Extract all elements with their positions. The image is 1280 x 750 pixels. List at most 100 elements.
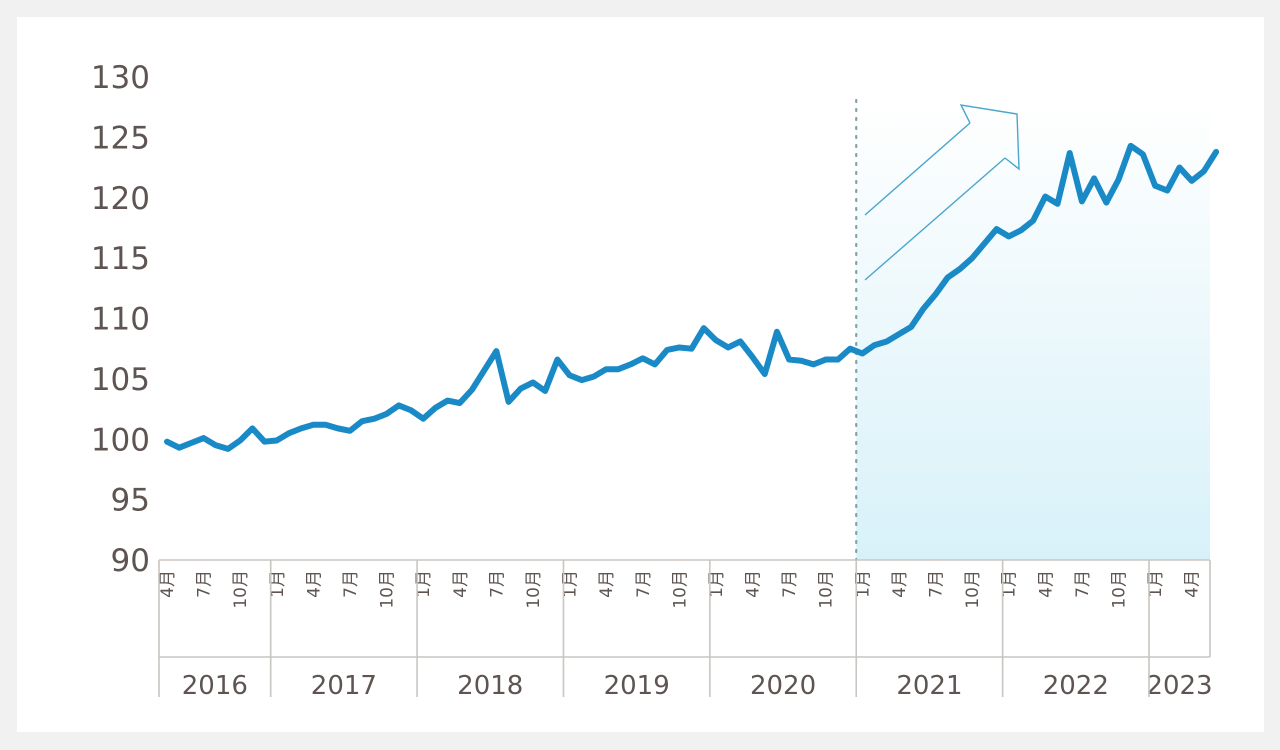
data-point bbox=[861, 353, 863, 355]
data-point bbox=[373, 418, 375, 420]
data-point bbox=[1166, 190, 1168, 192]
data-point bbox=[605, 368, 607, 370]
trend-arrow-stroke bbox=[864, 122, 971, 216]
data-point bbox=[264, 441, 266, 443]
data-point bbox=[800, 360, 802, 362]
data-point bbox=[630, 363, 632, 365]
data-point bbox=[203, 437, 205, 439]
data-point bbox=[752, 356, 754, 358]
data-point bbox=[1044, 196, 1046, 198]
data-point bbox=[386, 413, 388, 415]
x-year-label: 2017 bbox=[311, 671, 377, 701]
data-point bbox=[935, 293, 937, 295]
data-point bbox=[1020, 229, 1022, 231]
x-month-label: 4月 bbox=[1036, 570, 1056, 598]
y-tick-label: 125 bbox=[91, 120, 150, 156]
x-month-label: 1月 bbox=[561, 570, 581, 598]
x-month-label: 4月 bbox=[451, 570, 471, 598]
data-point bbox=[922, 308, 924, 310]
data-point bbox=[581, 379, 583, 381]
data-point bbox=[288, 432, 290, 434]
data-point bbox=[520, 388, 522, 390]
data-point bbox=[703, 327, 705, 329]
data-point bbox=[727, 346, 729, 348]
data-point bbox=[276, 439, 278, 441]
x-month-label: 10月 bbox=[378, 570, 398, 609]
data-point bbox=[556, 359, 558, 361]
x-month-label: 10月 bbox=[524, 570, 544, 609]
x-month-label: 10月 bbox=[963, 570, 983, 609]
data-point bbox=[825, 359, 827, 361]
data-point bbox=[947, 276, 949, 278]
data-point bbox=[1105, 202, 1107, 204]
x-month-label: 1月 bbox=[707, 570, 727, 598]
data-point bbox=[495, 350, 497, 352]
data-point bbox=[1032, 220, 1034, 222]
data-point bbox=[349, 430, 351, 432]
x-month-label: 10月 bbox=[670, 570, 690, 609]
x-month-label: 10月 bbox=[817, 570, 837, 609]
data-point bbox=[971, 257, 973, 259]
y-tick-label: 120 bbox=[91, 181, 150, 217]
y-tick-label: 95 bbox=[111, 483, 150, 519]
x-year-label: 2020 bbox=[750, 671, 816, 701]
x-month-label: 4月 bbox=[597, 570, 617, 598]
x-month-label: 4月 bbox=[158, 570, 178, 598]
data-point bbox=[178, 447, 180, 449]
data-point bbox=[849, 348, 851, 350]
x-month-label: 4月 bbox=[304, 570, 324, 598]
data-point bbox=[532, 382, 534, 383]
data-point bbox=[1008, 235, 1010, 237]
trend-arrow-icon bbox=[959, 104, 1020, 171]
data-point bbox=[410, 409, 412, 411]
data-point bbox=[898, 333, 900, 335]
x-month-label: 10月 bbox=[231, 570, 251, 609]
x-month-label: 4月 bbox=[744, 570, 764, 598]
data-point bbox=[251, 427, 253, 429]
data-point bbox=[166, 441, 168, 443]
data-point bbox=[1203, 170, 1205, 172]
data-point bbox=[886, 340, 888, 342]
x-month-label: 1月 bbox=[1000, 570, 1020, 598]
data-point bbox=[1215, 151, 1217, 153]
data-point bbox=[447, 400, 449, 402]
data-point bbox=[215, 444, 217, 446]
x-year-label: 2022 bbox=[1043, 671, 1109, 701]
data-point bbox=[1130, 145, 1132, 147]
x-year-label: 2023 bbox=[1146, 671, 1212, 701]
data-point bbox=[1118, 179, 1120, 181]
x-month-label: 1月 bbox=[414, 570, 434, 598]
data-point bbox=[678, 346, 680, 348]
y-tick-label: 105 bbox=[91, 362, 150, 398]
data-point bbox=[569, 374, 571, 376]
data-point bbox=[593, 375, 595, 377]
x-month-label: 1月 bbox=[268, 570, 288, 598]
x-month-label: 10月 bbox=[1110, 570, 1130, 609]
data-point bbox=[1191, 180, 1193, 182]
trend-arrow-stroke bbox=[864, 157, 1006, 281]
x-year-label: 2021 bbox=[896, 671, 962, 701]
x-month-label: 1月 bbox=[1146, 570, 1166, 598]
data-point bbox=[312, 424, 314, 426]
data-point bbox=[874, 344, 876, 346]
line-chart: 130 125 120 115 110 105 100 95 90 4月 7月 10月 2016 1月 4月… bbox=[91, 60, 1220, 701]
data-point bbox=[337, 427, 339, 429]
data-point bbox=[1057, 203, 1059, 205]
data-point bbox=[764, 373, 766, 375]
x-month-label: 4月 bbox=[890, 570, 910, 598]
x-month-label: 7月 bbox=[487, 570, 507, 598]
y-tick-label: 110 bbox=[91, 302, 150, 338]
data-point bbox=[300, 427, 302, 429]
data-point bbox=[1069, 152, 1071, 154]
data-point bbox=[983, 243, 985, 245]
data-point bbox=[1179, 167, 1180, 169]
x-month-label: 7月 bbox=[1073, 570, 1093, 598]
x-month-label: 7月 bbox=[341, 570, 361, 598]
data-point bbox=[239, 439, 241, 441]
data-point bbox=[959, 268, 961, 270]
data-point bbox=[691, 348, 693, 350]
data-point bbox=[776, 331, 778, 333]
data-point bbox=[813, 363, 815, 365]
data-point bbox=[471, 389, 473, 391]
data-point bbox=[227, 448, 229, 450]
